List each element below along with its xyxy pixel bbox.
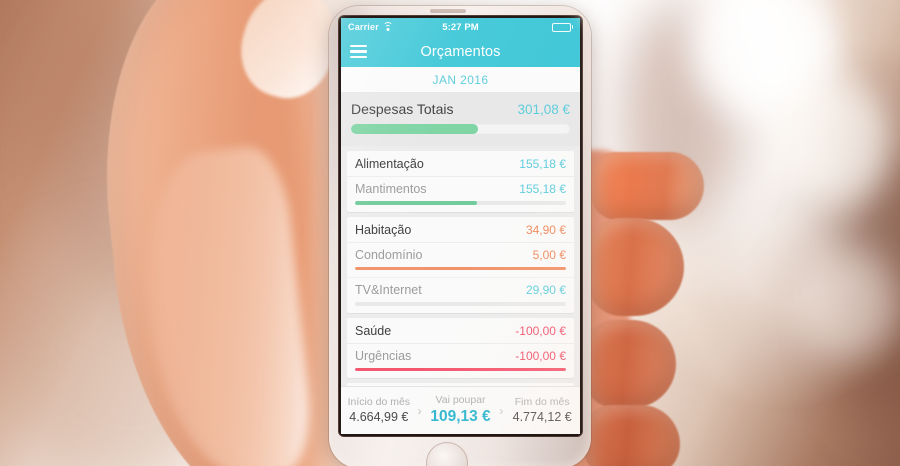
footer-end-value: 4.774,12 € [512,410,572,425]
month-selector[interactable]: JAN 2016 [341,67,580,93]
battery-icon [551,22,573,32]
budget-group-card[interactable]: Saúde -100,00 € Urgências -100,00 € [347,317,574,379]
budget-item-value: 155,18 € [519,182,566,196]
budget-group-value: 34,90 € [525,222,566,237]
budget-group-name: Saúde [355,323,392,338]
hamburger-menu-icon[interactable] [350,45,367,58]
budget-item-value: -100,00 € [515,348,566,363]
wifi-icon [382,21,393,32]
budget-list: Despesas Totais 301,08 € Alimentação 155,… [341,93,580,395]
page-title: Orçamentos [420,43,501,60]
hand-finger [588,218,684,316]
budget-item[interactable]: Condomínio 5,00 € [347,243,574,278]
chevron-right-icon: › [417,403,422,418]
budget-item[interactable]: TV&Internet 29,90 € [347,278,574,313]
hand-finger [584,405,680,466]
budget-group-card[interactable]: Habitação 34,90 € Condomínio 5,00 € TV&Inter… [347,216,574,313]
footer-save-value: 109,13 € [430,408,491,426]
budget-item-progress-fill [355,266,566,270]
budget-item-progress-track [355,367,566,371]
phone-screen: Carrier 5:27 PM Orçamentos JAN 2016 Desp… [341,18,580,434]
footer-start-of-month[interactable]: Início do mês 4.664,99 € [341,395,417,426]
summary-footer: Início do mês 4.664,99 € › Vai poupar 10… [341,386,580,434]
budget-group-name: Alimentação [355,157,424,171]
hand-finger [584,320,676,408]
budget-item[interactable]: Urgências -100,00 € [347,344,574,379]
carrier-label: Carrier [348,22,379,32]
total-progress-track [351,124,570,134]
ios-status-bar: Carrier 5:27 PM [341,18,580,36]
budget-item-progress-fill [355,367,566,371]
budget-item[interactable]: Mantimentos 155,18 € [347,177,574,212]
clock-label: 5:27 PM [442,21,479,33]
budget-item-name: Urgências [355,348,412,363]
month-label: JAN 2016 [432,72,489,87]
budget-item-value: 29,90 € [525,283,566,297]
budget-group-value: 155,18 € [519,157,566,171]
total-expenses-block[interactable]: Despesas Totais 301,08 € [341,93,580,146]
budget-item-name: Mantimentos [355,182,427,196]
budget-item-progress-track [355,302,566,306]
budget-group-header[interactable]: Habitação 34,90 € [347,217,574,243]
budget-groups: Alimentação 155,18 € Mantimentos 155,18 € Ha… [341,151,580,378]
total-expenses-value: 301,08 € [517,102,570,117]
budget-item-name: TV&Internet [355,283,422,297]
footer-save-label: Vai poupar [435,393,486,406]
budget-group-header[interactable]: Alimentação 155,18 € [347,151,574,177]
chevron-right-icon: › [499,403,504,418]
budget-group-card[interactable]: Alimentação 155,18 € Mantimentos 155,18 € [347,151,574,212]
phone-earpiece [430,9,466,13]
footer-end-of-month[interactable]: Fim do mês 4.774,12 € [504,395,580,426]
budget-group-header[interactable]: Saúde -100,00 € [347,318,574,344]
footer-will-save[interactable]: Vai poupar 109,13 € [423,393,499,428]
footer-end-label: Fim do mês [514,395,570,408]
budget-item-value: 5,00 € [532,247,566,262]
total-expenses-label: Despesas Totais [351,101,454,117]
navigation-bar: Orçamentos [341,36,580,67]
budget-item-name: Condomínio [355,247,423,262]
total-progress-fill [351,124,479,134]
budget-group-name: Habitação [355,222,412,237]
footer-start-label: Início do mês [347,395,411,408]
budget-group-value: -100,00 € [515,323,566,338]
hand-finger [592,152,704,220]
budget-item-progress-track [355,266,566,270]
budget-item-progress-fill [355,201,478,205]
footer-start-value: 4.664,99 € [349,410,409,425]
budget-item-progress-track [355,201,566,205]
